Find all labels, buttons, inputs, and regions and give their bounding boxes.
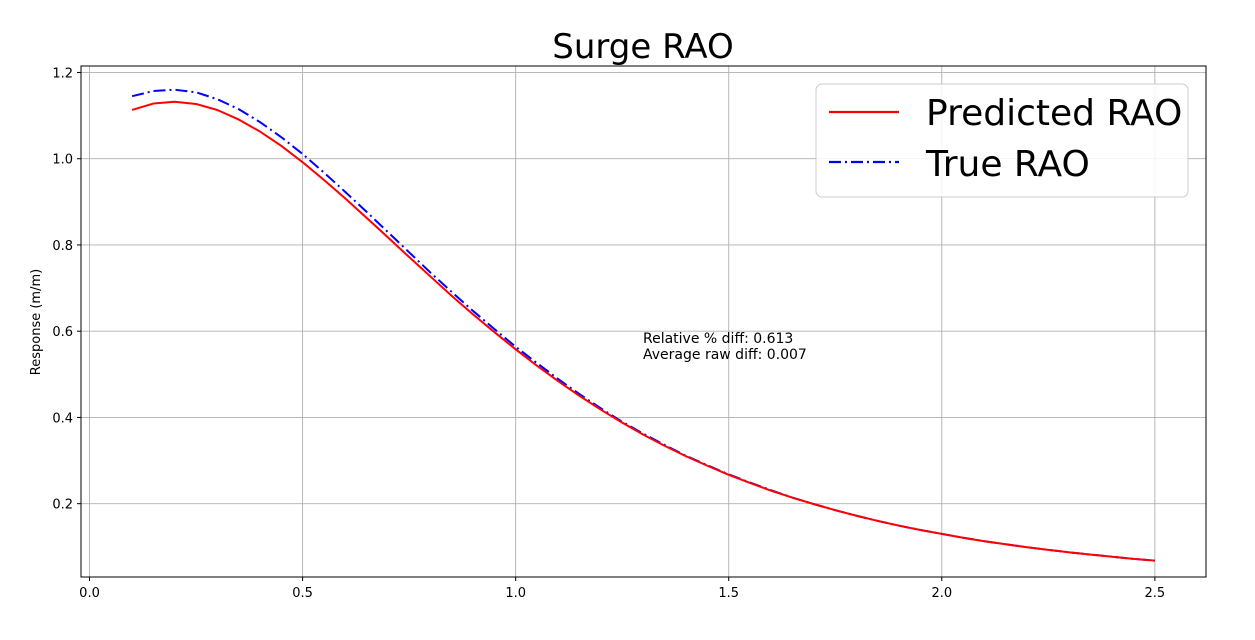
x-tick-label: 0.5	[292, 586, 313, 601]
series-lines	[131, 88, 1155, 562]
y-tick-label: 0.2	[52, 498, 73, 513]
chart-title: Surge RAO	[552, 27, 734, 67]
y-tick-label: 0.8	[52, 239, 73, 254]
legend-box	[815, 83, 1189, 198]
legend-label-true-rao: True RAO	[925, 144, 1090, 185]
x-tick-label: 1.0	[505, 586, 526, 601]
y-tick-label: 1.2	[52, 66, 73, 81]
y-axis-ticks: 0.2 0.4 0.6 0.8 1.0 1.2	[52, 66, 81, 513]
x-tick-label: 2.5	[1145, 586, 1166, 601]
plot-area-frame	[80, 65, 1207, 578]
legend-label-predicted-rao: Predicted RAO	[926, 93, 1182, 134]
y-tick-label: 0.6	[52, 325, 73, 340]
annotation-average-diff: Average raw diff: 0.007	[643, 347, 807, 363]
annotation-relative-diff: Relative % diff: 0.613	[643, 331, 793, 347]
y-axis-label: Response (m/m)	[29, 269, 44, 375]
x-tick-label: 2.0	[931, 586, 952, 601]
series-line-predicted-rao	[131, 100, 1155, 562]
x-tick-label: 0.0	[79, 586, 100, 601]
legend: Predicted RAO True RAO	[815, 83, 1189, 198]
y-tick-label: 0.4	[52, 411, 73, 426]
x-axis-ticks: 0.0 0.5 1.0 1.5 2.0 2.5	[79, 577, 1165, 601]
x-tick-label: 1.5	[718, 586, 739, 601]
y-tick-label: 1.0	[52, 153, 73, 168]
